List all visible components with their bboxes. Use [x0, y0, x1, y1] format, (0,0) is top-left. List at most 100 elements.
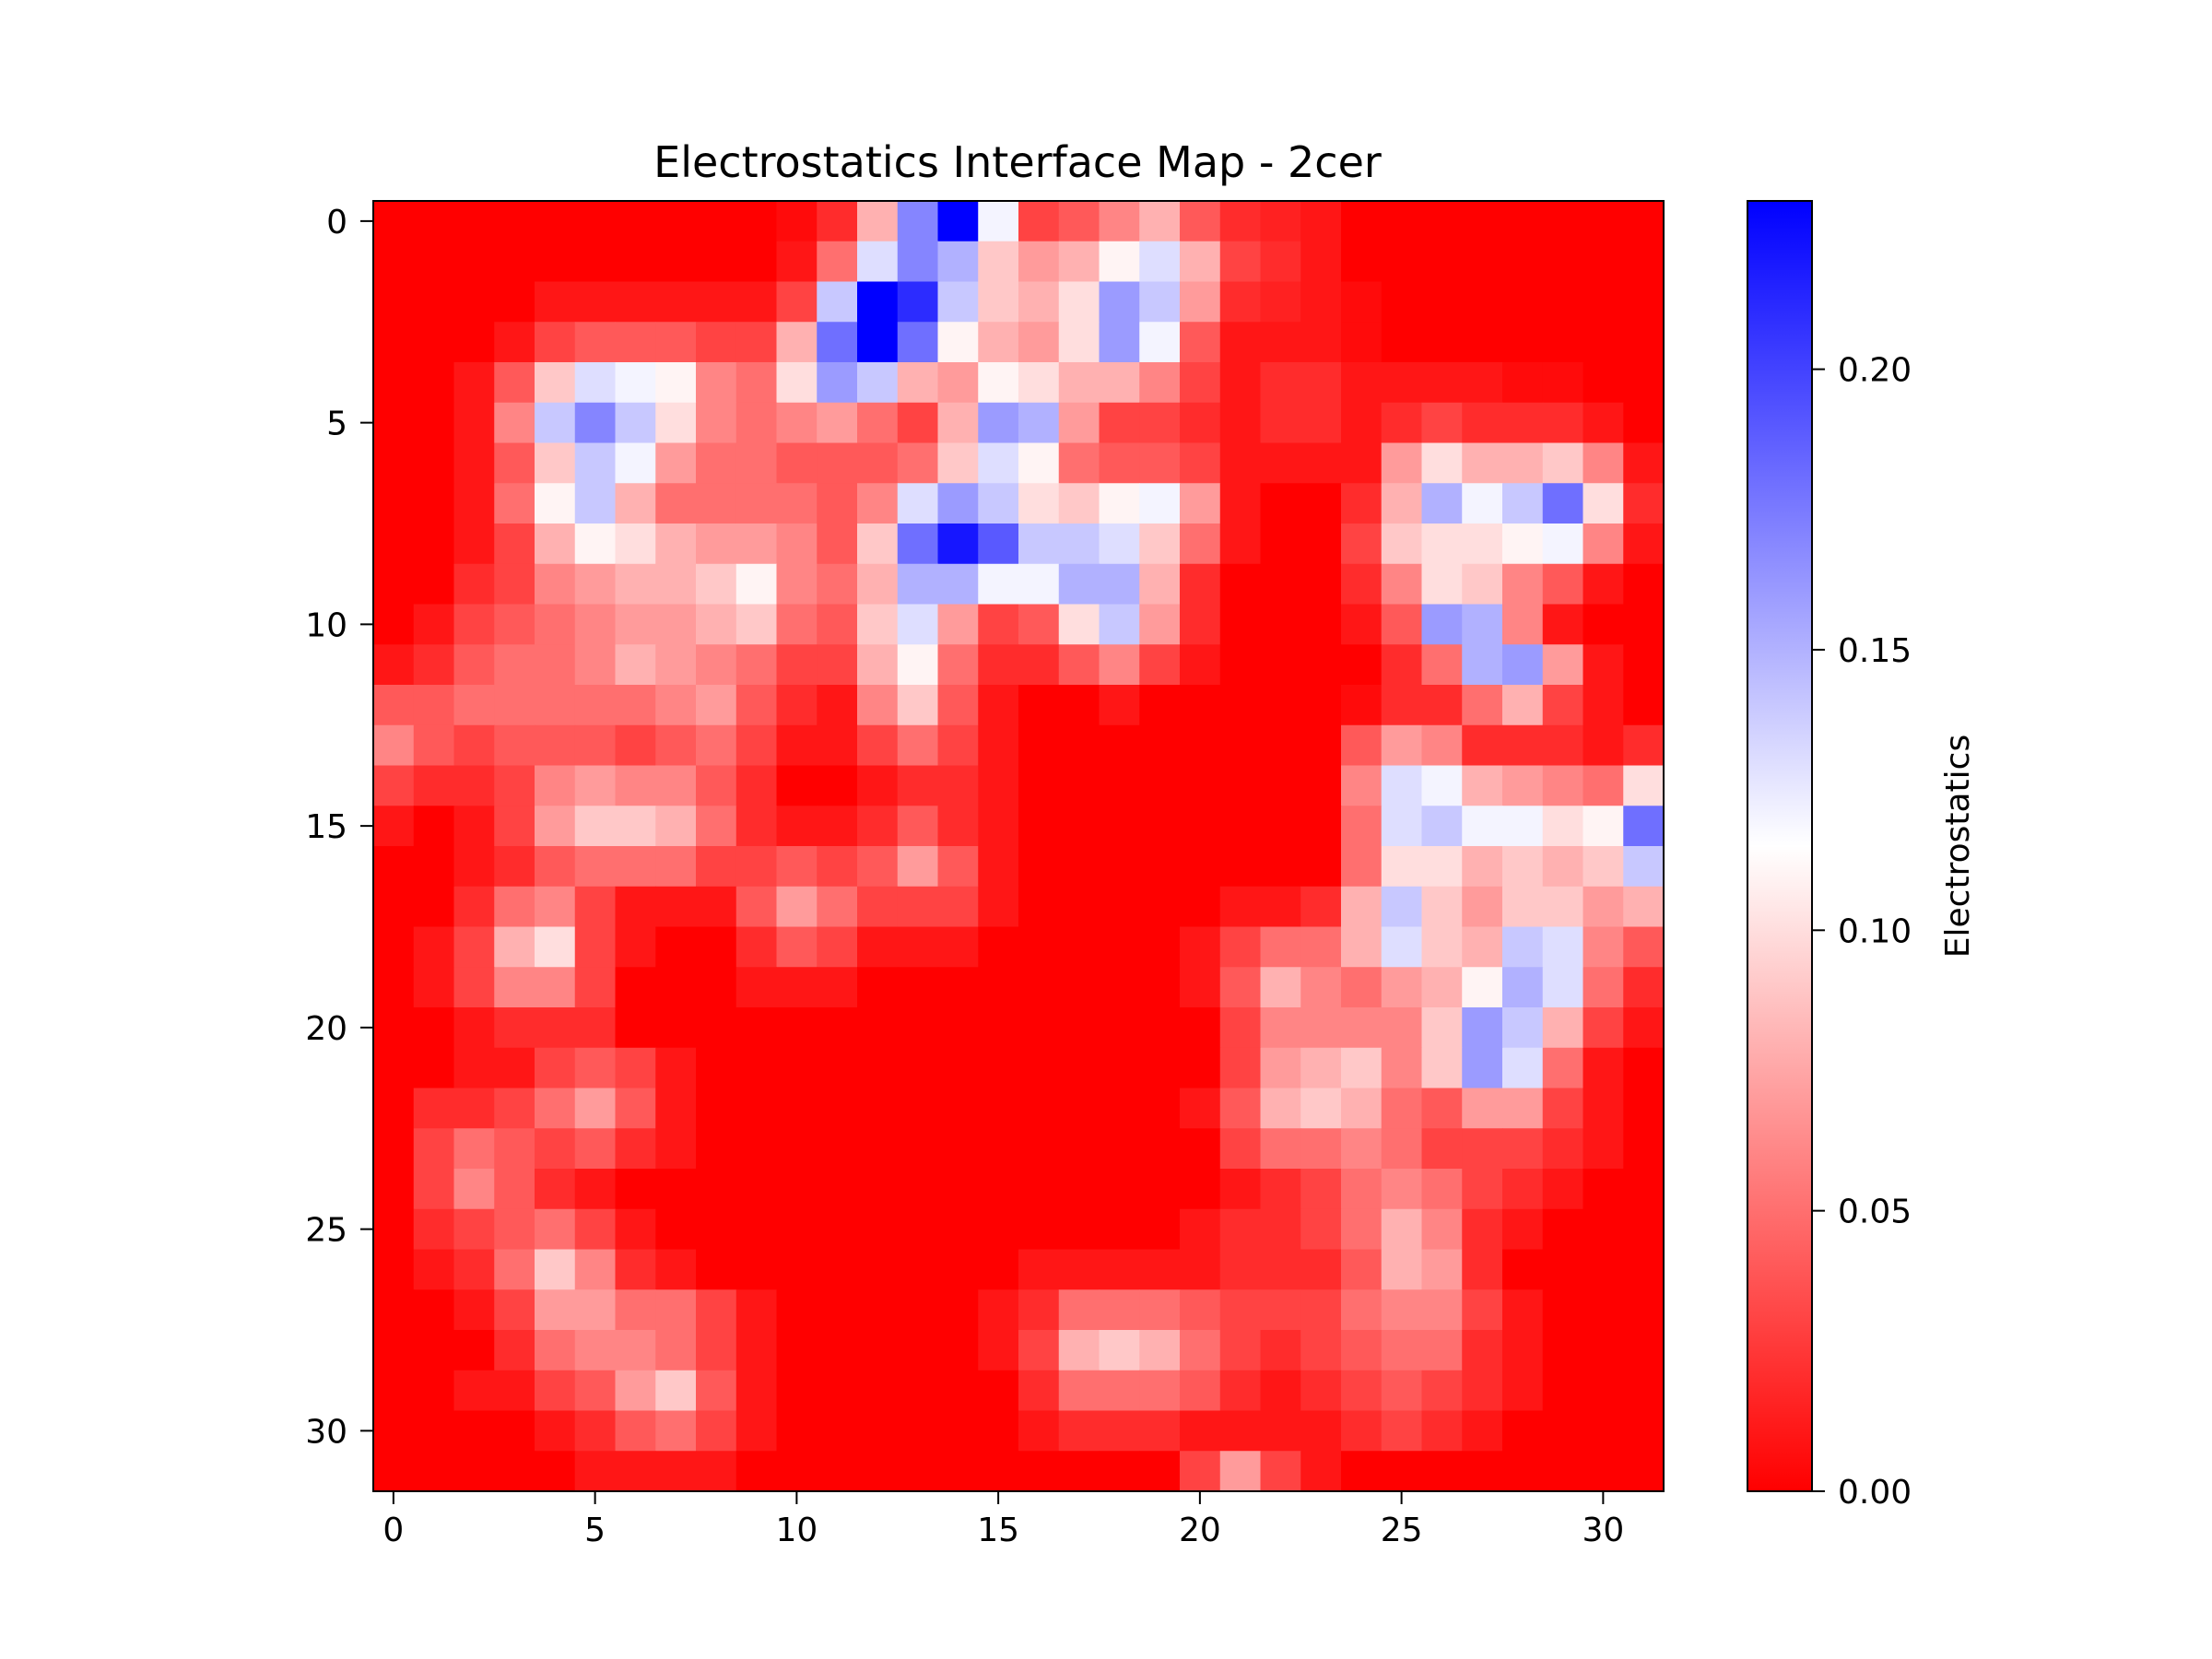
heatmap-cell-7-0 [373, 483, 415, 524]
heatmap-cell-18-0 [373, 926, 415, 968]
heatmap-cell-10-19 [1139, 604, 1181, 645]
heatmap-cell-4-0 [373, 362, 415, 404]
heatmap-cell-17-30 [1583, 886, 1624, 928]
heatmap-cell-1-2 [453, 241, 495, 283]
heatmap-cell-0-0 [373, 201, 415, 242]
heatmap-cell-4-7 [655, 362, 697, 404]
heatmap-cell-31-1 [413, 1451, 455, 1492]
heatmap-cell-3-22 [1260, 322, 1301, 363]
heatmap-cell-8-5 [574, 524, 617, 565]
heatmap-cell-26-15 [978, 1249, 1019, 1290]
heatmap-cell-28-20 [1180, 1330, 1221, 1371]
heatmap-cell-1-1 [413, 241, 455, 283]
heatmap-cell-15-5 [574, 806, 617, 847]
heatmap-cell-24-2 [453, 1169, 495, 1210]
heatmap-cell-6-28 [1502, 442, 1544, 484]
heatmap-cell-6-26 [1421, 442, 1463, 484]
heatmap-cell-15-11 [817, 806, 858, 847]
heatmap-cell-25-21 [1219, 1208, 1262, 1251]
heatmap-cell-20-16 [1018, 1007, 1060, 1049]
heatmap-cell-9-22 [1260, 563, 1301, 606]
heatmap-cell-3-16 [1018, 322, 1060, 363]
heatmap-cell-19-18 [1099, 967, 1140, 1008]
heatmap-cell-25-31 [1623, 1208, 1665, 1251]
heatmap-cell-21-24 [1341, 1047, 1382, 1089]
heatmap-cell-29-4 [535, 1370, 576, 1412]
heatmap-cell-22-3 [494, 1088, 535, 1129]
x-tick-label-10: 10 [775, 1512, 818, 1549]
heatmap-cell-22-26 [1421, 1088, 1463, 1129]
heatmap-cell-18-12 [857, 926, 899, 968]
heatmap-cell-27-22 [1260, 1289, 1301, 1331]
heatmap-cell-15-10 [776, 806, 818, 847]
heatmap-cell-15-13 [897, 806, 939, 847]
heatmap-cell-0-29 [1542, 201, 1584, 242]
heatmap-cell-14-10 [776, 765, 818, 806]
heatmap-cell-14-5 [574, 765, 617, 806]
heatmap-cell-31-14 [937, 1451, 979, 1492]
heatmap-cell-22-17 [1058, 1088, 1100, 1129]
heatmap-cell-20-13 [897, 1007, 939, 1049]
heatmap-cell-6-1 [413, 442, 455, 484]
heatmap-cell-8-6 [615, 524, 656, 565]
heatmap-cell-26-12 [857, 1249, 899, 1290]
heatmap-cell-29-29 [1542, 1370, 1584, 1412]
heatmap-cell-31-9 [735, 1451, 778, 1492]
heatmap-cell-27-15 [978, 1289, 1019, 1331]
heatmap-cell-9-23 [1300, 563, 1342, 606]
heatmap-cell-29-31 [1623, 1370, 1665, 1412]
heatmap-cell-1-25 [1381, 241, 1423, 283]
heatmap-cell-30-26 [1421, 1410, 1463, 1452]
heatmap-cell-11-14 [937, 644, 979, 686]
heatmap-cell-11-19 [1139, 644, 1181, 686]
heatmap-cell-9-17 [1058, 563, 1100, 606]
heatmap-cell-8-9 [735, 524, 778, 565]
heatmap-cell-2-3 [494, 281, 535, 323]
heatmap-cell-23-24 [1341, 1128, 1382, 1170]
heatmap-cell-4-21 [1219, 362, 1262, 404]
heatmap-cell-3-0 [373, 322, 415, 363]
heatmap-cell-24-18 [1099, 1169, 1140, 1210]
heatmap-cell-12-24 [1341, 685, 1382, 726]
heatmap-cell-31-2 [453, 1451, 495, 1492]
heatmap-cell-25-19 [1139, 1208, 1181, 1251]
heatmap-cell-17-13 [897, 886, 939, 928]
heatmap-cell-10-3 [494, 604, 535, 645]
heatmap-cell-16-19 [1139, 846, 1181, 888]
heatmap-cell-27-28 [1502, 1289, 1544, 1331]
heatmap-cell-13-19 [1139, 724, 1181, 767]
heatmap-cell-29-13 [897, 1370, 939, 1412]
heatmap-cell-26-27 [1462, 1249, 1503, 1290]
heatmap-cell-2-0 [373, 281, 415, 323]
heatmap-cell-13-18 [1099, 724, 1140, 767]
heatmap-cell-28-14 [937, 1330, 979, 1371]
heatmap-cell-3-12 [857, 322, 899, 363]
heatmap-cell-9-11 [817, 563, 858, 606]
heatmap-cell-18-22 [1260, 926, 1301, 968]
heatmap-cell-27-27 [1462, 1289, 1503, 1331]
heatmap-cell-25-30 [1583, 1208, 1624, 1251]
heatmap-cell-3-7 [655, 322, 697, 363]
heatmap-cell-20-27 [1462, 1007, 1503, 1049]
heatmap-cell-5-23 [1300, 402, 1342, 444]
heatmap-cell-18-14 [937, 926, 979, 968]
colorbar-tick-label-1: 0.05 [1838, 1194, 1912, 1231]
heatmap-cell-28-13 [897, 1330, 939, 1371]
heatmap-cell-12-19 [1139, 685, 1181, 726]
heatmap-cell-24-10 [776, 1169, 818, 1210]
heatmap-cell-31-7 [655, 1451, 697, 1492]
heatmap-cell-0-27 [1462, 201, 1503, 242]
heatmap-cell-16-5 [574, 846, 617, 888]
heatmap-cell-6-4 [535, 442, 576, 484]
heatmap-cell-30-28 [1502, 1410, 1544, 1452]
heatmap-cell-10-9 [735, 604, 778, 645]
heatmap-cell-5-27 [1462, 402, 1503, 444]
heatmap-cell-18-30 [1583, 926, 1624, 968]
heatmap-cell-24-14 [937, 1169, 979, 1210]
heatmap-cell-21-7 [655, 1047, 697, 1089]
heatmap-cell-27-30 [1583, 1289, 1624, 1331]
heatmap-cell-16-15 [978, 846, 1019, 888]
heatmap-cell-2-31 [1623, 281, 1665, 323]
heatmap-cell-29-11 [817, 1370, 858, 1412]
